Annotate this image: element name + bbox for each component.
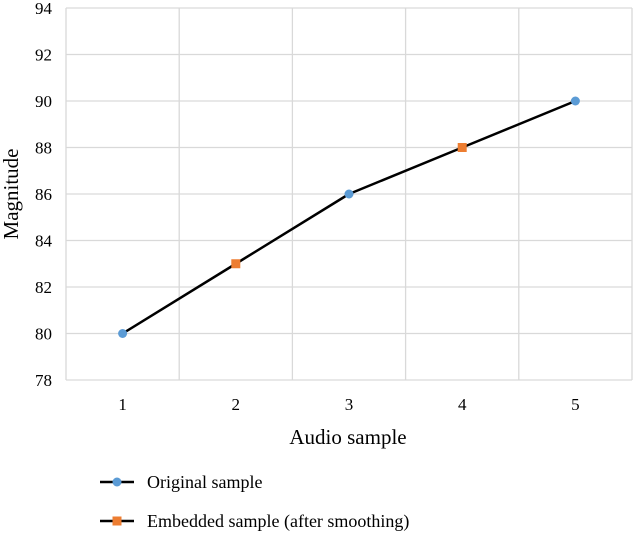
- point-embedded: [457, 143, 467, 152]
- x-axis-title: Audio sample: [289, 425, 406, 449]
- y-tick-label: 86: [35, 185, 52, 204]
- y-tick-label: 80: [35, 325, 52, 344]
- legend-marker-original: [112, 477, 122, 487]
- point-original: [344, 189, 354, 199]
- y-tick-label: 84: [35, 232, 53, 251]
- y-tick-label: 90: [35, 92, 52, 111]
- legend-label-original: Original sample: [147, 472, 262, 492]
- y-tick-label: 82: [35, 278, 52, 297]
- data-line: [121, 99, 576, 335]
- point-original: [570, 96, 580, 106]
- x-tick-label: 4: [458, 395, 467, 414]
- x-tick-label: 1: [118, 395, 127, 414]
- y-axis-ticks: 78 80 82 84 86 88 90 92 94: [35, 0, 53, 390]
- y-axis-title: Magnitude: [0, 149, 23, 240]
- y-tick-label: 94: [35, 0, 53, 18]
- data-markers: [118, 96, 580, 338]
- legend: Original sample Embedded sample (after s…: [100, 472, 409, 532]
- y-tick-label: 92: [35, 46, 52, 65]
- point-embedded: [231, 259, 241, 269]
- y-tick-label: 78: [35, 371, 52, 390]
- point-original: [118, 329, 128, 338]
- x-tick-label: 3: [345, 395, 354, 414]
- x-tick-label: 2: [232, 395, 241, 414]
- legend-label-embedded: Embedded sample (after smoothing): [147, 511, 409, 532]
- legend-marker-embedded: [112, 516, 122, 526]
- legend-item-original: Original sample: [100, 472, 262, 492]
- x-axis-ticks: 1 2 3 4 5: [118, 395, 579, 414]
- series-line: [121, 99, 576, 335]
- x-tick-label: 5: [571, 395, 580, 414]
- legend-item-embedded: Embedded sample (after smoothing): [100, 511, 409, 532]
- y-tick-label: 88: [35, 139, 52, 158]
